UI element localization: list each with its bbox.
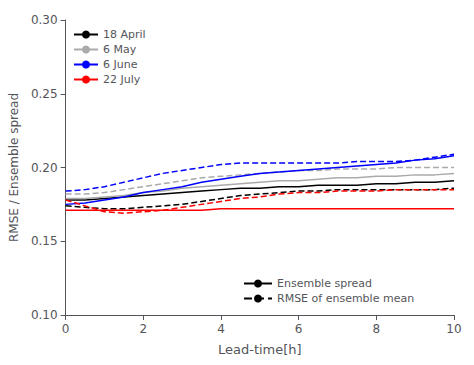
svg-text:22 July: 22 July <box>103 73 141 86</box>
svg-text:2: 2 <box>139 322 147 336</box>
svg-text:6 June: 6 June <box>103 58 138 71</box>
svg-text:RMSE / Ensemble spread: RMSE / Ensemble spread <box>7 93 21 242</box>
svg-text:0.20: 0.20 <box>31 161 58 175</box>
svg-text:4: 4 <box>217 322 225 336</box>
svg-text:RMSE of ensemble mean: RMSE of ensemble mean <box>277 292 414 305</box>
svg-text:0.10: 0.10 <box>31 308 58 322</box>
svg-text:18 April: 18 April <box>103 28 146 41</box>
svg-text:6 May: 6 May <box>103 43 137 56</box>
svg-text:Ensemble spread: Ensemble spread <box>277 277 372 290</box>
svg-text:8: 8 <box>373 322 381 336</box>
svg-text:6: 6 <box>295 322 303 336</box>
svg-text:10: 10 <box>446 322 461 336</box>
svg-text:0.25: 0.25 <box>31 87 58 101</box>
svg-text:Lead-time[h]: Lead-time[h] <box>218 342 302 357</box>
svg-text:0.15: 0.15 <box>31 234 58 248</box>
svg-text:0.30: 0.30 <box>31 13 58 27</box>
svg-text:0: 0 <box>62 322 70 336</box>
